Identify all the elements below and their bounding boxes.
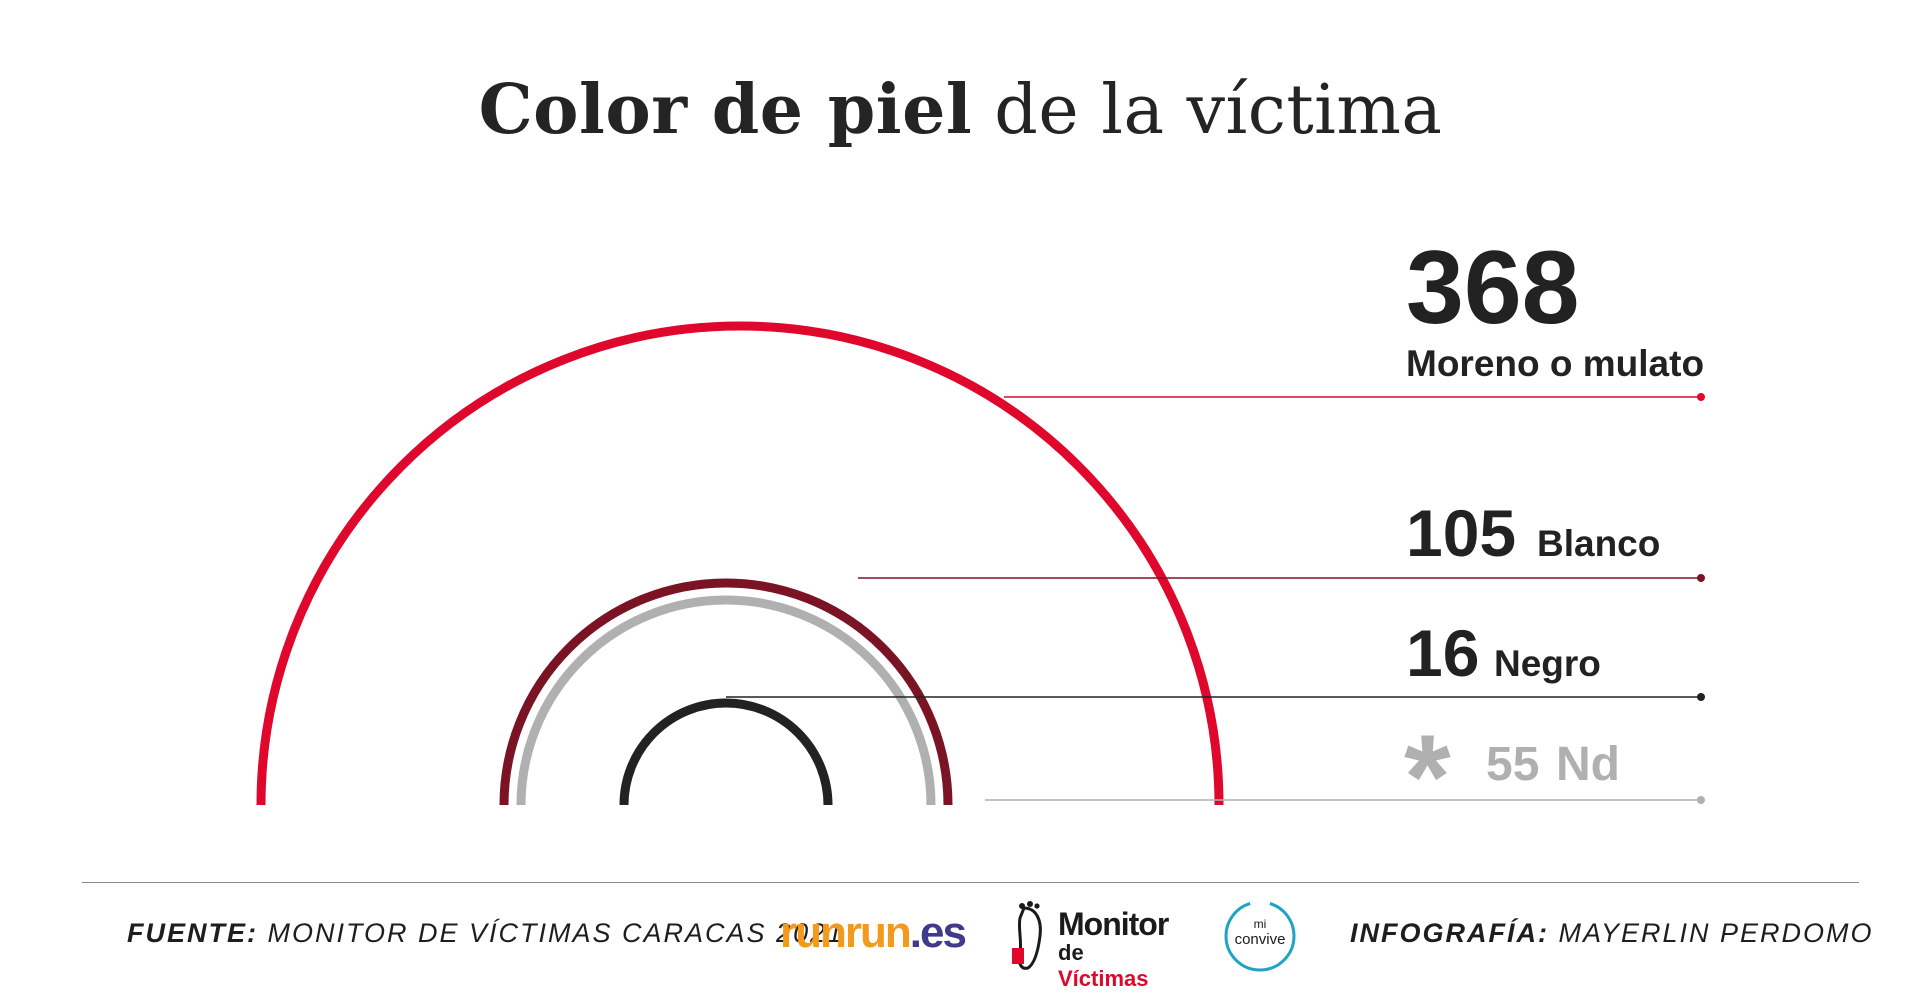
leader-dot-negro [1697, 693, 1705, 701]
category-label-negro: Negro [1494, 643, 1601, 684]
miconvive-logo-a: mi [1254, 917, 1267, 931]
value-label-moreno: 368 [1406, 230, 1580, 346]
ring-negro [619, 698, 833, 806]
miconvive-logo: mi convive [1220, 896, 1300, 976]
leader-dot-blanco [1697, 574, 1705, 582]
runrunes-logo-b: .es [909, 908, 967, 957]
ring-blanco [499, 578, 953, 806]
foot-tag-icon [1012, 901, 1042, 970]
monitor-logo-b1: de [1058, 940, 1084, 965]
category-label-blanco: Blanco [1537, 523, 1660, 564]
chart-title: Color de piel de la víctima [0, 70, 1921, 150]
title-bold: Color de piel [478, 70, 973, 150]
category-label-nd: Nd [1556, 738, 1620, 791]
miconvive-logo-b: convive [1235, 931, 1286, 948]
asterisk-label-nd: * [1404, 710, 1451, 844]
monitor-victimas-logo: Monitor de Víctimas [1010, 898, 1170, 991]
category-label-moreno: Moreno o mulato [1406, 343, 1704, 384]
source-value: MONITOR DE VÍCTIMAS CARACAS 2021 [258, 918, 845, 948]
ring-nd [516, 595, 936, 806]
footer-divider [82, 882, 1859, 883]
footer-credit: INFOGRAFÍA: MAYERLIN PERDOMO [1350, 918, 1874, 949]
monitor-logo-b: de Víctimas [1058, 940, 1170, 992]
value-label-negro: 16 [1406, 616, 1479, 690]
leader-dot-nd [1697, 796, 1705, 804]
value-label-nd: 55 [1486, 738, 1539, 791]
runrunes-logo-a: runrun [780, 908, 912, 957]
credit-key: INFOGRAFÍA: [1350, 918, 1549, 948]
title-normal: de la víctima [972, 71, 1443, 150]
monitor-logo-b2: Víctimas [1058, 966, 1149, 991]
leader-dot-moreno-o-mulato [1697, 393, 1705, 401]
credit-value: MAYERLIN PERDOMO [1548, 918, 1874, 948]
monitor-logo-a: Monitor [1058, 906, 1169, 942]
footer-source: FUENTE: MONITOR DE VÍCTIMAS CARACAS 2021 [127, 918, 844, 949]
source-key: FUENTE: [127, 918, 258, 948]
miconvive-circle-icon: mi convive [1224, 900, 1296, 972]
ring-moreno-o-mulato [256, 321, 1224, 806]
runrunes-logo: runrun.es [780, 908, 967, 958]
value-label-blanco: 105 [1406, 496, 1516, 570]
